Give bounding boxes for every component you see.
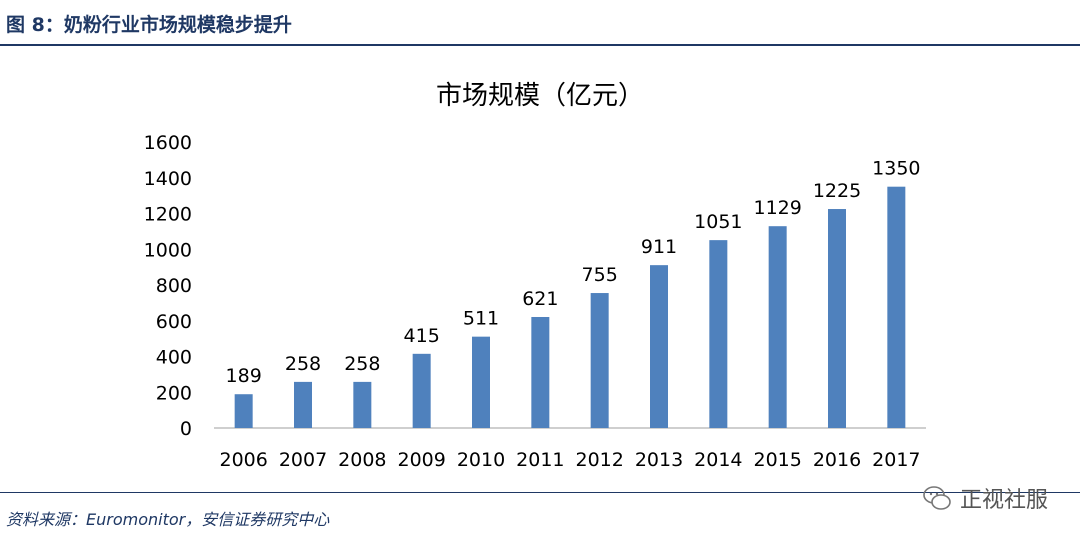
x-tick-label: 2015 [753,449,801,471]
data-label: 1051 [694,211,742,233]
bar [531,316,550,428]
y-tick-label: 400 [156,347,192,369]
y-tick-label: 1600 [144,132,192,154]
bar [234,394,253,428]
bar [472,336,490,428]
bar-chart: 市场规模（亿元） 0 200 400 600 800 1000 1200 1400 1600 2… [144,81,926,471]
footer-divider [0,492,1080,493]
x-tick-label: 2017 [872,449,920,471]
y-tick-label: 0 [180,418,192,440]
x-tick-label: 2012 [575,449,623,471]
data-label: 911 [641,236,677,258]
data-label: 415 [404,325,440,347]
figure-header: 图 8：奶粉行业市场规模稳步提升 [0,0,1080,46]
y-tick-label: 200 [156,382,192,404]
figure-footer: 资料来源：Euromonitor，安信证券研究中心 正视社服 [0,486,1080,543]
x-tick-label: 2010 [457,449,505,471]
bar [887,186,906,428]
data-label: 258 [344,353,380,375]
x-tick-label: 2016 [813,449,861,471]
watermark-text: 正视社服 [959,488,1048,513]
y-tick-label: 1400 [144,168,192,190]
data-label: 189 [226,365,262,387]
chart-title: 市场规模（亿元） [436,81,644,111]
bar [294,381,312,428]
x-tick-label: 2011 [516,449,564,471]
data-label: 1225 [813,180,861,202]
chart-area: 市场规模（亿元） 0 200 400 600 800 1000 1200 1400 1600 2… [0,46,1080,486]
bar [590,293,609,428]
x-tick-label: 2008 [338,449,386,471]
data-label: 511 [463,308,499,330]
data-label: 621 [522,288,558,310]
bar [650,265,668,428]
bar [412,353,431,428]
bar [709,240,728,428]
x-tick-label: 2006 [219,449,267,471]
x-tick-label: 2007 [279,449,327,471]
source-note: 资料来源：Euromonitor，安信证券研究中心 [6,510,330,529]
x-axis: 2006 2007 2008 2009 2010 2011 2012 2013 2014 2015… [214,427,926,471]
y-tick-label: 800 [156,275,192,297]
x-tick-label: 2009 [397,449,445,471]
header-divider [0,44,1080,46]
y-axis: 0 200 400 600 800 1000 1200 1400 1600 [144,132,192,440]
x-tick-label: 2013 [635,449,683,471]
watermark: 正视社服 [922,482,1048,514]
bar [828,209,846,428]
figure-title: 图 8：奶粉行业市场规模稳步提升 [6,14,292,36]
x-tick-label: 2014 [694,449,742,471]
data-label: 755 [582,264,618,286]
bar [768,226,787,428]
bar-series [234,186,906,428]
bar [353,381,372,428]
y-tick-label: 1000 [144,239,192,261]
y-tick-label: 600 [156,311,192,333]
y-tick-label: 1200 [144,204,192,226]
data-label: 1129 [753,197,801,219]
data-label: 1350 [872,158,920,180]
data-label: 258 [285,353,321,375]
chat-bubbles-icon [923,486,951,510]
data-labels: 189 258 258 415 511 621 755 911 1051 1129 1225 1350 [226,158,921,388]
